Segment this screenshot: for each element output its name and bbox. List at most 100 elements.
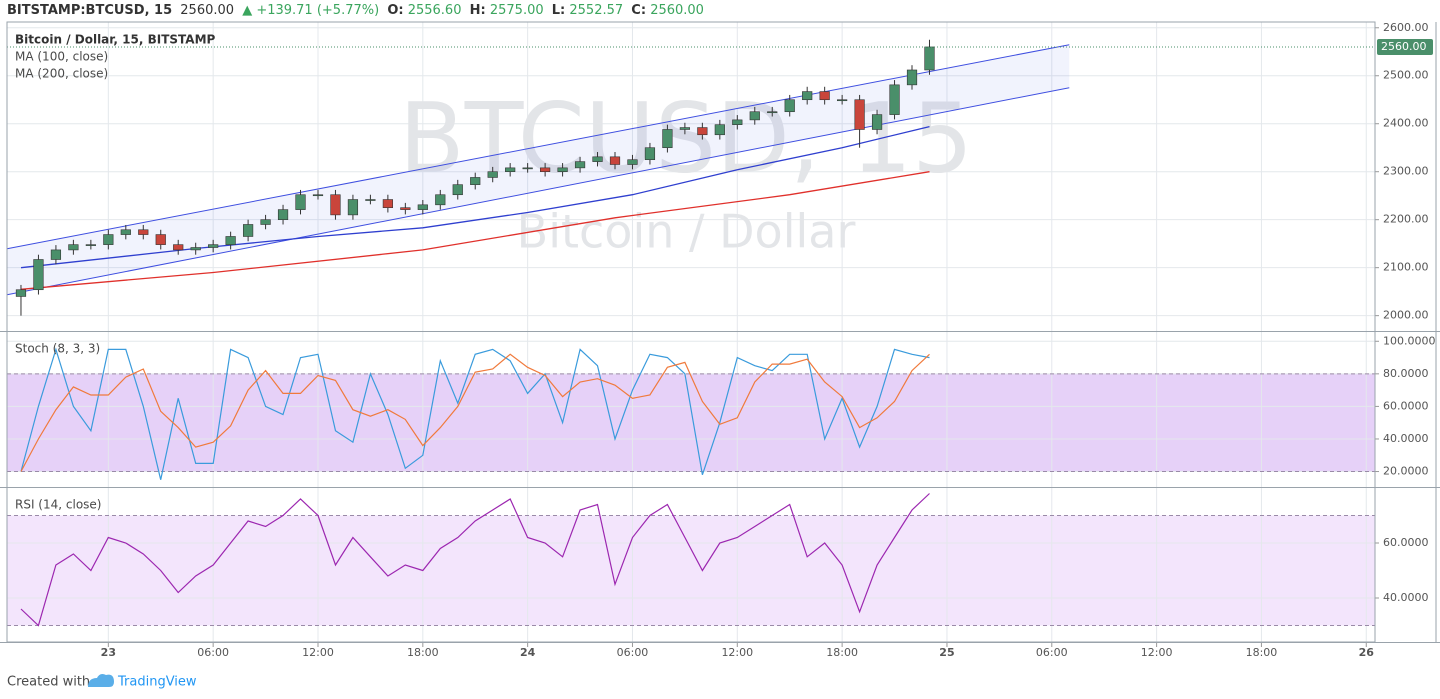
candle-body <box>627 159 638 165</box>
candle-body <box>120 229 131 235</box>
candle-body <box>50 249 62 260</box>
indicator-line <box>20 493 930 627</box>
watermark: Bitcoin / Dollar <box>517 205 856 259</box>
price-tag-label: 2560.00 <box>1381 40 1427 53</box>
candle-body <box>417 204 428 210</box>
candle-body <box>679 127 690 130</box>
band <box>7 515 1375 626</box>
high: 2575.00 <box>490 3 544 18</box>
candle-body <box>190 247 201 251</box>
candle-body <box>609 156 621 165</box>
candle-body <box>435 194 446 206</box>
x-tick-label: 06:00 <box>197 646 229 659</box>
candle-body <box>697 127 708 136</box>
x-tick-label: 12:00 <box>1141 646 1173 659</box>
candle-body <box>312 194 324 197</box>
x-tick-label: 18:00 <box>826 646 858 659</box>
y-tick-label: 40.0000 <box>1383 591 1429 604</box>
open: 2556.60 <box>408 3 462 18</box>
candle-body <box>522 167 533 170</box>
x-tick-label: 12:00 <box>302 646 334 659</box>
y-tick-label: 2200.00 <box>1383 213 1429 226</box>
candle-body <box>749 111 760 121</box>
candle-body <box>802 91 813 101</box>
symbol: BITSTAMP:BTCUSD, 15 <box>7 3 172 18</box>
logo <box>88 674 114 687</box>
candle-body <box>138 229 149 235</box>
y-tick-label: 2600.00 <box>1383 21 1429 34</box>
channel-line <box>6 87 1070 296</box>
y-tick-label: 80.0000 <box>1383 367 1429 380</box>
y-tick-label: 60.0000 <box>1383 399 1429 412</box>
candle-body <box>260 219 271 225</box>
x-tick-label: 18:00 <box>1246 646 1278 659</box>
y-tick-label: 40.0000 <box>1383 432 1429 445</box>
y-tick-label: 2300.00 <box>1383 165 1429 178</box>
candle-body <box>470 177 481 185</box>
candle-body <box>208 244 219 248</box>
candle-body <box>295 194 306 210</box>
candle-body <box>871 114 883 130</box>
plot-frame <box>6 21 1376 643</box>
change-arrow: ▲ <box>242 3 252 18</box>
candle-body <box>33 259 44 291</box>
change: +139.71 (+5.77%) <box>256 3 379 18</box>
x-tick-label: 25 <box>939 646 954 659</box>
candle-body <box>330 194 341 216</box>
candle-body <box>225 236 236 245</box>
chart-title: Bitcoin / Dollar, 15, BITSTAMP <box>15 33 216 47</box>
candle-body <box>452 184 463 196</box>
open-label: O: <box>387 3 403 18</box>
candle-body <box>382 199 393 208</box>
indicator-line <box>20 347 930 480</box>
x-tick-label: 06:00 <box>1036 646 1068 659</box>
candle-body <box>854 99 865 130</box>
y-tick-label: 2500.00 <box>1383 69 1429 82</box>
plots: 23 06:00 12:00 18:00 24 06:00 12:00 18:00 25 06:0… <box>0 21 1440 659</box>
panel-title: Stoch (8, 3, 3) <box>15 342 100 356</box>
candle-body <box>173 244 184 251</box>
y-tick-label: 20.0000 <box>1383 465 1429 478</box>
candle-body <box>767 111 778 114</box>
band <box>7 373 1375 472</box>
candle-body <box>819 91 830 101</box>
low-label: L: <box>552 3 565 18</box>
price-tag <box>1377 38 1433 55</box>
candle-body <box>592 156 603 162</box>
candle-body <box>540 167 551 173</box>
candle-body <box>714 124 725 136</box>
candle-body <box>347 199 359 216</box>
moving-average <box>20 171 930 290</box>
candle-body <box>155 234 166 245</box>
y-tick-label: 2000.00 <box>1383 309 1429 322</box>
candle-body <box>242 224 254 237</box>
candle-body <box>662 129 673 149</box>
candle-body <box>644 147 656 161</box>
candle-body <box>557 167 568 173</box>
candle-body <box>906 69 918 86</box>
header: BITSTAMP:BTCUSD, 15 2560.00 ▲ +139.71 (+… <box>7 3 704 18</box>
legend-entry: MA (100, close) <box>15 50 108 64</box>
high-label: H: <box>470 3 486 18</box>
candle-body <box>837 99 848 102</box>
last-price: 2560.00 <box>180 3 234 18</box>
candle-body <box>277 209 289 220</box>
candle-body <box>784 99 795 113</box>
y-tick-label: 100.0000 <box>1383 334 1436 347</box>
candle-body <box>732 119 743 125</box>
panel-title: RSI (14, close) <box>15 498 101 512</box>
legend-entry: MA (200, close) <box>15 67 108 81</box>
candle-body <box>85 244 96 246</box>
brand[interactable]: TradingView <box>117 675 197 690</box>
x-tick-label: 18:00 <box>407 646 439 659</box>
x-tick-label: 12:00 <box>721 646 753 659</box>
x-tick-label: 24 <box>520 646 536 659</box>
channel-line <box>6 44 1070 250</box>
candle-body <box>68 244 79 251</box>
candle-body <box>15 289 27 297</box>
close-label: C: <box>631 3 646 18</box>
close: 2560.00 <box>650 3 704 18</box>
x-tick-label: 26 <box>1359 646 1375 659</box>
candle-body <box>365 199 376 201</box>
